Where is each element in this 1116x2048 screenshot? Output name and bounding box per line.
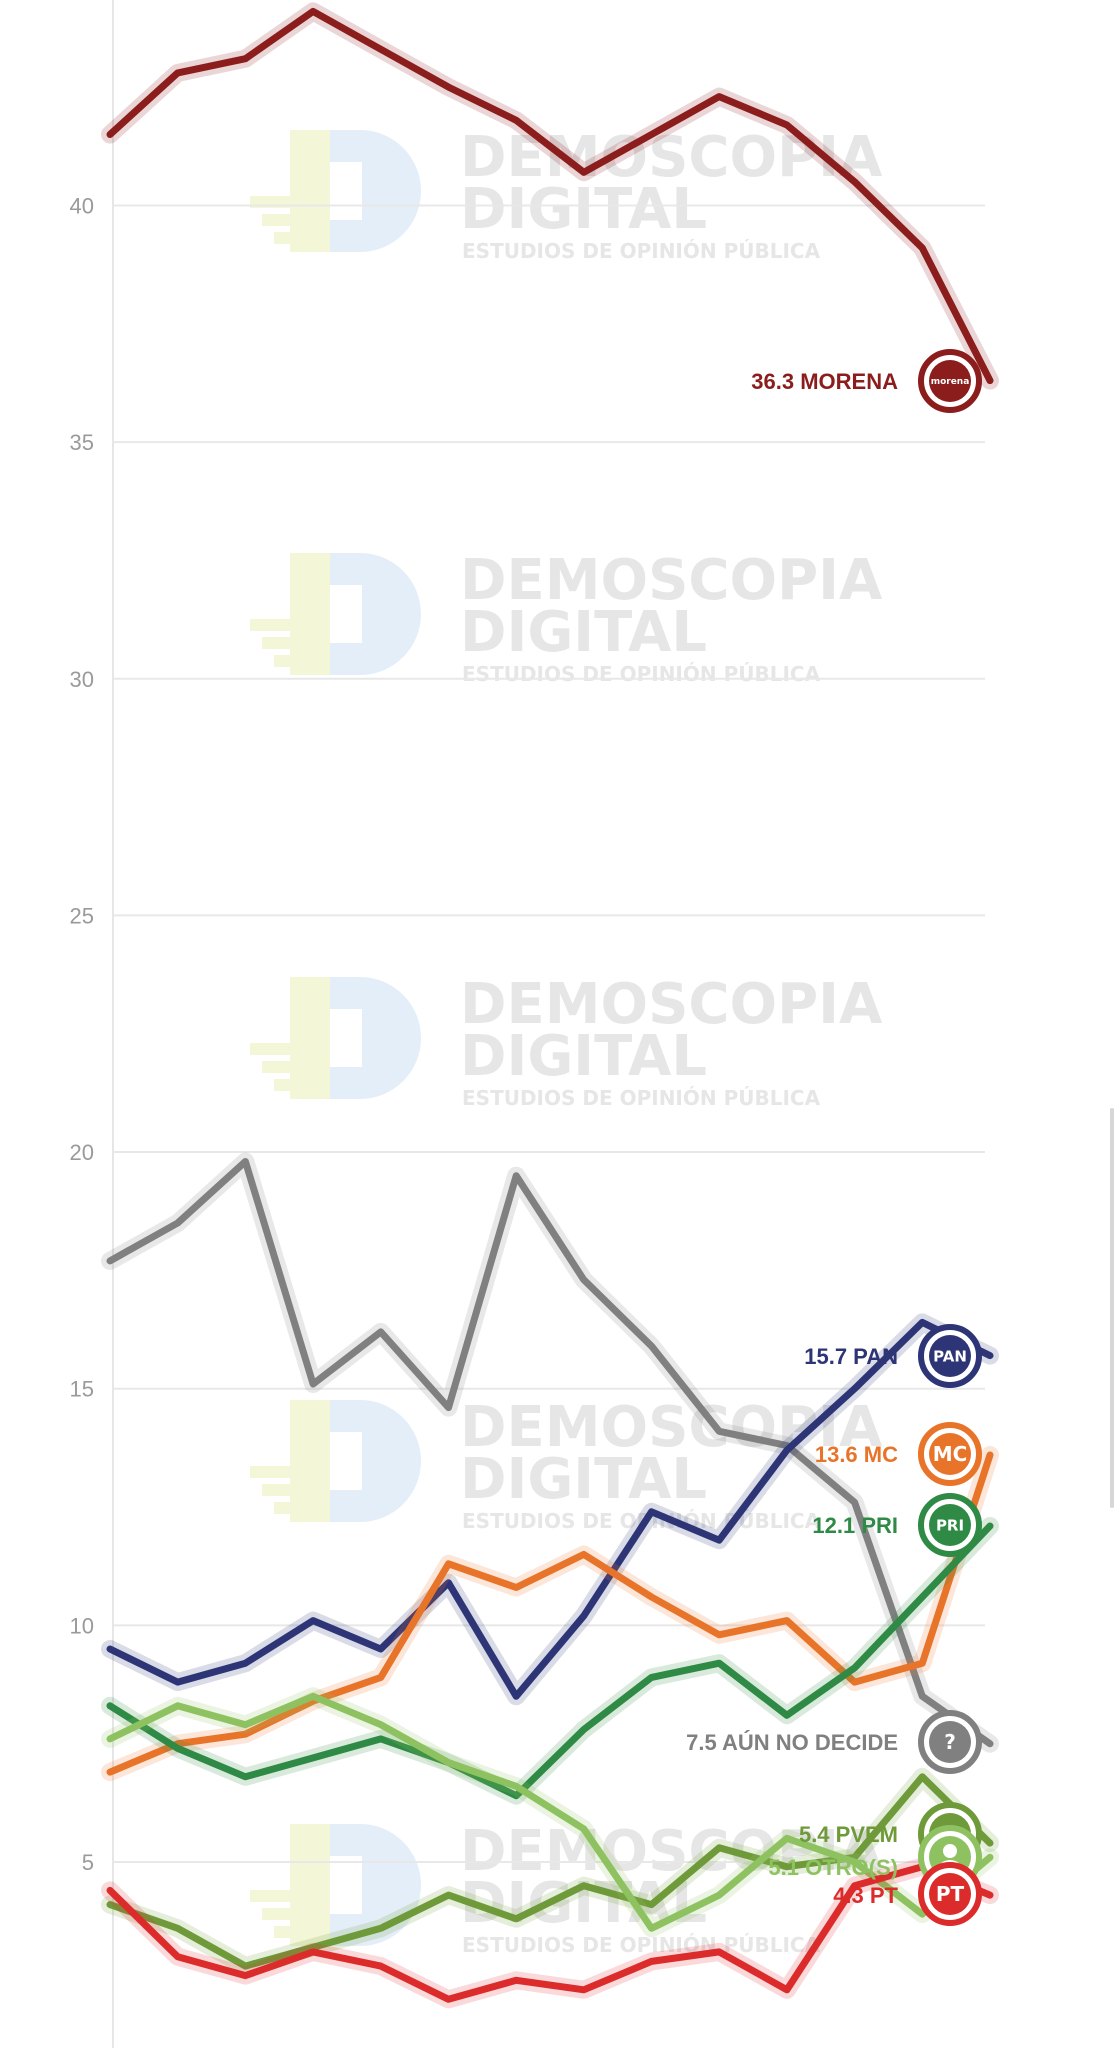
pri-logo-icon: PRI (918, 1493, 982, 1557)
pt-logo-icon: PT (918, 1862, 982, 1926)
watermark-mark-bar (290, 553, 330, 675)
watermark-d-hole (330, 162, 362, 220)
series-line-a-n-no-decide (106, 1158, 994, 1748)
badge-text: PRI (936, 1516, 964, 1534)
series-lines (101, 2, 999, 2009)
y-tick-label: 20 (70, 1140, 94, 1165)
y-tick-label: 25 (70, 903, 94, 928)
y-tick-label: 35 (70, 430, 94, 455)
watermark-title: DIGITAL (460, 600, 707, 665)
series-line-otro-s (106, 1692, 994, 1932)
badge-fill (929, 1873, 971, 1915)
end-label-otro-s: 5.1 OTRO(S) (768, 1855, 898, 1880)
watermark-d-hole (330, 1856, 362, 1914)
question-icon: ? (918, 1710, 982, 1774)
watermark-mark-step (274, 655, 290, 667)
badge-fill (929, 1504, 971, 1546)
scrollbar-thumb[interactable] (1110, 1108, 1114, 1508)
watermark-title: DEMOSCOPIA (460, 972, 883, 1037)
watermark-title: DIGITAL (460, 1024, 707, 1089)
watermark-mark-step (262, 1061, 290, 1073)
watermark-d-shape (330, 130, 421, 252)
watermark-mark-bar (290, 1824, 330, 1946)
end-label-pri: 12.1 PRI (812, 1513, 898, 1538)
watermark-mark-step (250, 619, 290, 631)
end-label-pvem: 5.4 PVEM (799, 1822, 898, 1847)
watermark-mark-step (250, 1890, 290, 1902)
end-label-a-n-no-decide: 7.5 AÚN NO DECIDE (686, 1730, 898, 1755)
watermark-mark-step (262, 1908, 290, 1920)
watermark-mark-step (250, 1043, 290, 1055)
series-line-pan (106, 1318, 994, 1700)
watermark-subtitle: ESTUDIOS DE OPINIÓN PÚBLICA (462, 239, 821, 263)
watermark-d-shape (330, 1400, 421, 1522)
watermark-mark-bar (290, 1400, 330, 1522)
end-labels: 36.3 MORENA 7.5 AÚN NO DECIDE 15.7 PAN 13.6… (686, 369, 898, 1908)
watermark-title: DIGITAL (460, 1447, 707, 1512)
watermark-d-hole (330, 585, 362, 643)
watermark-mark-bar (290, 977, 330, 1099)
watermark-mark-step (274, 1502, 290, 1514)
end-label-morena: 36.3 MORENA (751, 369, 898, 394)
end-label-pan: 15.7 PAN (804, 1344, 898, 1369)
watermark-subtitle: ESTUDIOS DE OPINIÓN PÚBLICA (462, 1086, 821, 1110)
badge-text: PT (936, 1882, 965, 1906)
watermark-mark-step (262, 214, 290, 226)
watermark-title: DEMOSCOPIA (460, 548, 883, 613)
y-tick-label: 30 (70, 667, 94, 692)
badge-fill (929, 1433, 971, 1475)
morena-logo-icon: morena (918, 349, 982, 413)
watermark-title: DEMOSCOPIA (460, 1819, 883, 1884)
y-axis-ticks: 5 10 15 20 25 30 35 40 (70, 193, 94, 1875)
watermark-mark-step (274, 232, 290, 244)
y-tick-label: 15 (70, 1377, 94, 1402)
watermark-d-hole (330, 1009, 362, 1067)
badge-fill (929, 1335, 971, 1377)
watermark-mark-step (262, 1484, 290, 1496)
end-label-mc: 13.6 MC (815, 1442, 898, 1467)
watermark-subtitle: ESTUDIOS DE OPINIÓN PÚBLICA (462, 662, 821, 686)
mc-logo-icon: MC (918, 1422, 982, 1486)
watermark-d-shape (330, 977, 421, 1099)
series-line-morena (106, 7, 994, 385)
y-tick-label: 5 (82, 1850, 94, 1875)
watermark-d-hole (330, 1432, 362, 1490)
watermark-title: DIGITAL (460, 177, 707, 242)
grid-lines (112, 0, 985, 2048)
watermark-mark-bar (290, 130, 330, 252)
watermark-subtitle: ESTUDIOS DE OPINIÓN PÚBLICA (462, 1933, 821, 1957)
watermark-mark-step (274, 1079, 290, 1091)
watermark-mark-step (262, 637, 290, 649)
person-head (943, 1844, 957, 1858)
badge-fill (929, 360, 971, 402)
series-line-pri (106, 1522, 994, 1800)
watermark-d-shape (330, 1824, 421, 1946)
series-line-pt (106, 1863, 994, 2003)
y-tick-label: 40 (70, 193, 94, 218)
watermark-mark-step (250, 1466, 290, 1478)
watermark-title: DEMOSCOPIA (460, 125, 883, 190)
watermark-mark-step (274, 1926, 290, 1938)
end-label-pt: 4.3 PT (833, 1883, 898, 1908)
end-badges: morena? PAN MC PRI PT (918, 349, 982, 1926)
badge-fill (929, 1721, 971, 1763)
pan-logo-icon: PAN (918, 1324, 982, 1388)
y-tick-label: 10 (70, 1613, 94, 1638)
badge-text: MC (933, 1442, 968, 1466)
badge-text: PAN (933, 1347, 967, 1365)
badge-text: ? (944, 1730, 956, 1754)
badge-text: morena (931, 377, 970, 387)
watermark-d-shape (330, 553, 421, 675)
